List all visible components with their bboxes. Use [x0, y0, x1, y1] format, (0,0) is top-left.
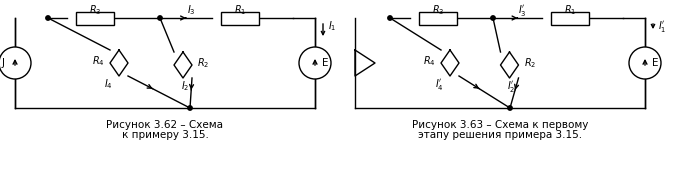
Text: $R_1$: $R_1$ — [564, 3, 576, 17]
Circle shape — [491, 16, 495, 20]
Text: $I_3'$: $I_3'$ — [518, 2, 527, 17]
Text: $R_2$: $R_2$ — [197, 56, 209, 70]
Circle shape — [46, 16, 50, 20]
Circle shape — [629, 47, 661, 79]
Text: этапу решения примера 3.15.: этапу решения примера 3.15. — [418, 130, 582, 140]
Circle shape — [0, 47, 31, 79]
Text: Рисунок 3.63 – Схема к первому: Рисунок 3.63 – Схема к первому — [412, 120, 588, 130]
Bar — [551, 12, 589, 25]
Circle shape — [388, 16, 392, 20]
Text: $R_4$: $R_4$ — [92, 54, 105, 68]
Text: $R_4$: $R_4$ — [423, 54, 436, 68]
Text: $I_4$: $I_4$ — [104, 77, 112, 91]
Text: $I_2$: $I_2$ — [181, 79, 189, 93]
Text: $I_4'$: $I_4'$ — [435, 76, 443, 92]
Text: $R_2$: $R_2$ — [523, 56, 536, 70]
Bar — [221, 12, 259, 25]
Bar — [76, 12, 114, 25]
Text: $R_3$: $R_3$ — [89, 3, 102, 17]
Text: $I_2'$: $I_2'$ — [507, 79, 516, 94]
Text: $R_1$: $R_1$ — [234, 3, 246, 17]
Text: к примеру 3.15.: к примеру 3.15. — [122, 130, 209, 140]
Circle shape — [158, 16, 162, 20]
Text: $I_1'$: $I_1'$ — [658, 18, 666, 33]
Text: $I_3$: $I_3$ — [187, 3, 196, 17]
Text: $R_3$: $R_3$ — [432, 3, 444, 17]
Text: E: E — [652, 58, 658, 68]
Circle shape — [299, 47, 331, 79]
Circle shape — [188, 106, 192, 110]
Text: $I_1$: $I_1$ — [328, 19, 336, 33]
Text: Рисунок 3.62 – Схема: Рисунок 3.62 – Схема — [106, 120, 223, 130]
Bar — [419, 12, 457, 25]
Text: E: E — [322, 58, 328, 68]
Circle shape — [508, 106, 512, 110]
Text: J: J — [1, 58, 5, 68]
